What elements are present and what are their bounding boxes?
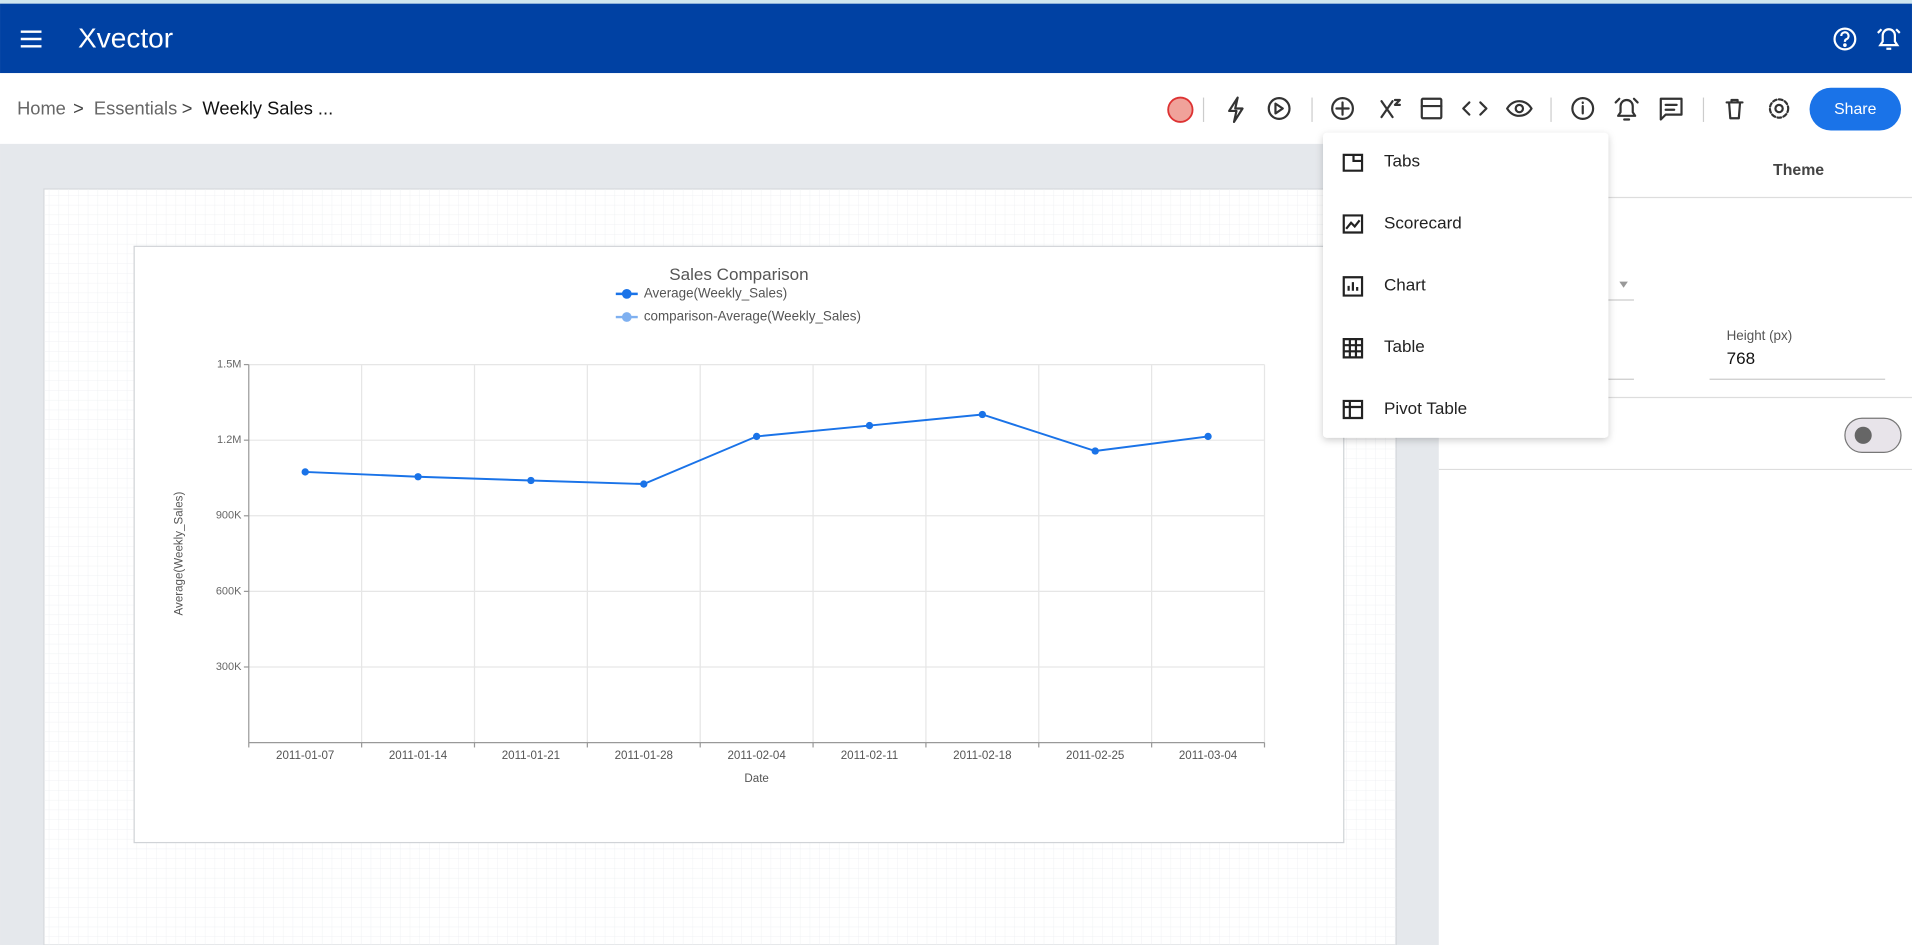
insert-menu [1323,132,1609,438]
field-label: Height (px) [1727,328,1793,343]
add-icon[interactable] [1331,97,1354,120]
data-point [865,421,874,430]
logo: Xvector [78,23,173,54]
toggle[interactable] [1844,417,1902,453]
share-button[interactable] [1809,87,1901,131]
data-point [414,473,422,481]
data-point [640,480,648,488]
menu-label: Chart [1384,275,1426,294]
x-tick-label: 2011-02-11 [841,750,899,762]
chart-title: Sales Comparison [669,265,808,284]
x-axis-label: Date [744,773,768,785]
breadcrumb-item[interactable]: Home [17,98,66,119]
comment-icon[interactable] [1659,97,1683,121]
info-icon[interactable] [1571,97,1595,120]
preview-icon[interactable] [1506,100,1533,117]
menu-icon [1342,153,1364,172]
toggle-knob [1854,426,1872,444]
layout-icon[interactable] [1420,97,1443,120]
y-tick-label: 1.2M [217,434,241,446]
x-tick-label: 2011-01-07 [276,750,334,762]
data-point [527,476,535,485]
y-tick-label: 900K [216,510,242,522]
x-tick-label: 2011-02-04 [727,750,786,762]
menu-icon [1342,214,1364,234]
breadcrumb-item[interactable]: Essentials [94,98,177,119]
run-icon[interactable] [1228,96,1244,124]
alerts-button[interactable] [1877,28,1901,50]
toolbar-icons [1167,96,1790,124]
y-axis-label: Average(Weekly_Sales) [173,492,185,616]
menu-label: Table [1384,337,1425,356]
menu-item[interactable] [1323,317,1608,378]
menu-button[interactable] [20,30,42,48]
menu-item[interactable] [1323,132,1608,193]
breadcrumb-separator: > [182,98,193,119]
field-value[interactable]: 768 [1727,349,1755,368]
alert-icon[interactable] [1614,97,1639,121]
legend-marker [621,288,632,299]
y-tick-label: 600K [216,585,242,597]
x-tick-label: 2011-01-28 [615,750,673,762]
help-button[interactable] [1833,27,1857,51]
share-label: Share [1834,101,1876,118]
status-icon[interactable] [1167,96,1194,123]
delete-icon[interactable] [1725,98,1744,120]
formula-icon[interactable] [1380,98,1401,119]
menu-icon [1342,338,1364,359]
app-header [0,3,1912,74]
menu-label: Scorecard [1384,214,1462,233]
breadcrumb-separator: > [73,98,84,119]
y-tick-label: 1.5M [217,358,241,370]
x-tick-label: 2011-02-18 [953,750,1011,762]
data-point [1204,432,1212,441]
panel-tab[interactable]: Theme [1773,162,1824,179]
top-strip [0,0,1912,4]
menu-label: Pivot Table [1384,399,1467,418]
data-point [752,432,761,441]
data-point [301,468,309,476]
menu-label: Tabs [1384,152,1420,171]
x-tick-label: 2011-03-04 [1179,750,1238,762]
menu-icon [1342,399,1364,420]
x-tick-label: 2011-01-21 [502,750,560,762]
menu-item[interactable] [1323,255,1608,316]
menu-items: Tabs Scorecard Chart Table Pivot Table [1323,132,1608,420]
data-point [1091,447,1099,455]
menu-item[interactable] [1323,194,1608,255]
data-point [978,410,987,419]
play-icon[interactable] [1267,97,1291,120]
x-tick-label: 2011-02-25 [1066,750,1124,762]
chart: Sales Comparison 300K 600K 900K 1.2M 1.5M 2011… [173,265,1266,785]
y-tick-label: 300K [216,661,242,673]
legend-label: comparison-Average(Weekly_Sales) [644,309,861,324]
dropdown-arrow[interactable] [1619,281,1628,288]
legend-marker [621,312,632,322]
settings-icon[interactable] [1768,98,1790,119]
x-tick-label: 2011-01-14 [389,750,448,762]
menu-icon [1342,276,1364,297]
breadcrumb-current: Weekly Sales ... [202,98,333,119]
code-icon[interactable] [1462,101,1488,116]
legend-label: Average(Weekly_Sales) [644,285,787,300]
